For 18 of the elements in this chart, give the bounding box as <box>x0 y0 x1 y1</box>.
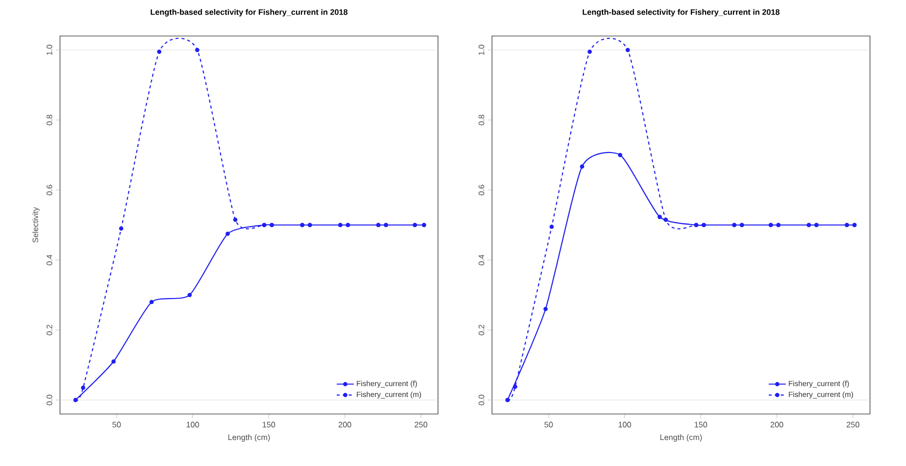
point <box>233 218 238 222</box>
point <box>119 226 124 231</box>
point <box>543 306 548 312</box>
point <box>157 50 162 54</box>
point <box>195 48 200 52</box>
point <box>618 152 622 158</box>
point <box>664 218 668 222</box>
point <box>626 48 630 52</box>
point <box>588 50 592 54</box>
point <box>512 384 518 389</box>
point <box>658 214 662 220</box>
point <box>149 300 154 304</box>
point <box>111 359 116 364</box>
point <box>188 292 192 298</box>
point <box>580 164 584 169</box>
point <box>80 386 86 390</box>
point <box>226 232 230 236</box>
point <box>550 224 554 229</box>
